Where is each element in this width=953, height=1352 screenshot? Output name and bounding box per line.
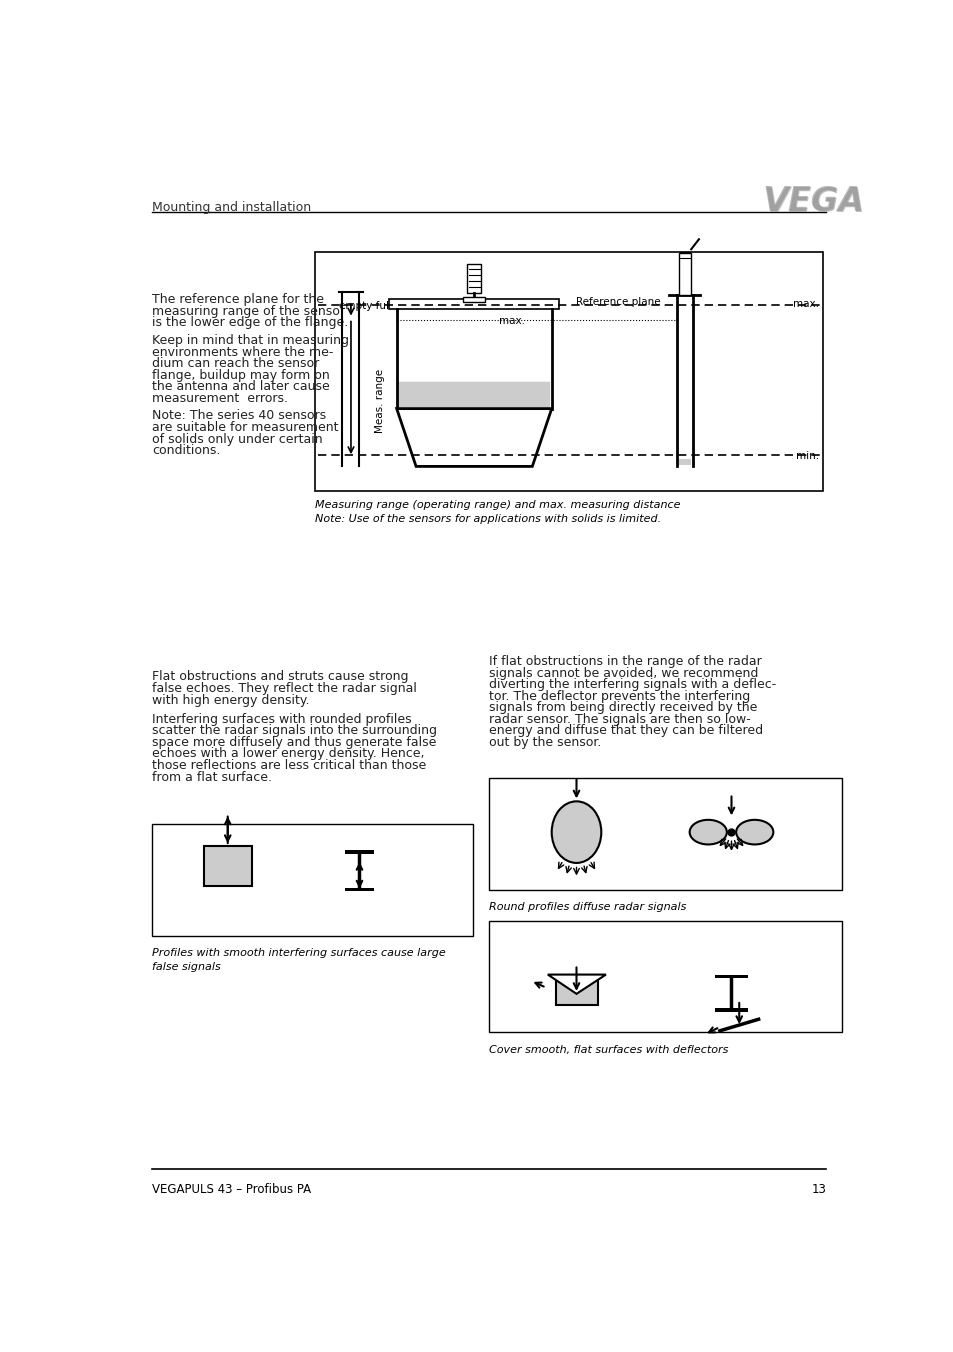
- Text: Measuring range (operating range) and max. measuring distance
Note: Use of the s: Measuring range (operating range) and ma…: [315, 500, 680, 525]
- Bar: [467, 264, 480, 293]
- Text: empty full: empty full: [338, 301, 391, 311]
- Bar: [463, 297, 484, 301]
- Bar: [679, 253, 691, 295]
- Text: is the lower edge of the flange.: is the lower edge of the flange.: [152, 316, 348, 330]
- Bar: [344, 887, 374, 891]
- Text: tor. The deflector prevents the interfering: tor. The deflector prevents the interfer…: [488, 690, 749, 703]
- Polygon shape: [397, 381, 550, 468]
- Text: VEGA: VEGA: [762, 187, 864, 219]
- Polygon shape: [396, 408, 551, 466]
- Text: are suitable for measurement: are suitable for measurement: [152, 420, 338, 434]
- Ellipse shape: [689, 819, 726, 845]
- Text: measuring range of the sensor: measuring range of the sensor: [152, 304, 344, 318]
- Bar: [152, 825, 473, 936]
- Text: Interfering surfaces with rounded profiles: Interfering surfaces with rounded profil…: [152, 713, 411, 726]
- Bar: [344, 850, 374, 853]
- Text: Meas. range: Meas. range: [375, 369, 385, 433]
- Text: Mounting and installation: Mounting and installation: [152, 200, 311, 214]
- Text: The reference plane for the: The reference plane for the: [152, 293, 323, 306]
- Text: Flat obstructions and struts cause strong: Flat obstructions and struts cause stron…: [152, 671, 408, 684]
- Text: the antenna and later cause: the antenna and later cause: [152, 380, 329, 393]
- Text: radar sensor. The signals are then so low-: radar sensor. The signals are then so lo…: [488, 713, 750, 726]
- Bar: [488, 779, 841, 890]
- Bar: [204, 846, 252, 886]
- Text: with high energy density.: with high energy density.: [152, 694, 309, 707]
- Text: measurement  errors.: measurement errors.: [152, 392, 288, 404]
- Text: scatter the radar signals into the surrounding: scatter the radar signals into the surro…: [152, 725, 436, 737]
- Text: If flat obstructions in the range of the radar: If flat obstructions in the range of the…: [488, 654, 760, 668]
- Bar: [488, 921, 841, 1033]
- Text: max.: max.: [498, 316, 524, 326]
- Text: dium can reach the sensor: dium can reach the sensor: [152, 357, 318, 370]
- Text: of solids only under certain: of solids only under certain: [152, 433, 322, 446]
- Text: signals cannot be avoided, we recommend: signals cannot be avoided, we recommend: [488, 667, 758, 680]
- Text: diverting the interfering signals with a deflec-: diverting the interfering signals with a…: [488, 679, 776, 691]
- Text: 13: 13: [810, 1183, 825, 1197]
- Ellipse shape: [736, 819, 773, 845]
- Text: signals from being directly received by the: signals from being directly received by …: [488, 702, 757, 714]
- Text: out by the sensor.: out by the sensor.: [488, 735, 600, 749]
- Text: Profiles with smooth interfering surfaces cause large
false signals: Profiles with smooth interfering surface…: [152, 948, 445, 972]
- Bar: [555, 975, 598, 1006]
- Text: VEGAPULS 43 – Profibus PA: VEGAPULS 43 – Profibus PA: [152, 1183, 311, 1197]
- Text: Cover smooth, flat surfaces with deflectors: Cover smooth, flat surfaces with deflect…: [488, 1045, 727, 1055]
- Text: Round profiles diffuse radar signals: Round profiles diffuse radar signals: [488, 902, 685, 913]
- Text: max.: max.: [792, 299, 819, 308]
- Text: echoes with a lower energy density. Hence,: echoes with a lower energy density. Henc…: [152, 748, 424, 760]
- Text: from a flat surface.: from a flat surface.: [152, 771, 272, 784]
- Ellipse shape: [551, 802, 600, 863]
- Text: space more diffusely and thus generate false: space more diffusely and thus generate f…: [152, 735, 436, 749]
- Bar: [315, 253, 822, 491]
- Bar: [679, 458, 691, 465]
- Bar: [715, 1007, 747, 1011]
- Text: Reference plane: Reference plane: [576, 297, 660, 307]
- Bar: [389, 299, 558, 308]
- Polygon shape: [547, 975, 605, 994]
- Text: flange, buildup may form on: flange, buildup may form on: [152, 369, 329, 381]
- Text: energy and diffuse that they can be filtered: energy and diffuse that they can be filt…: [488, 725, 762, 737]
- Text: Keep in mind that in measuring: Keep in mind that in measuring: [152, 334, 349, 347]
- Text: Note: The series 40 sensors: Note: The series 40 sensors: [152, 410, 326, 422]
- Text: environments where the me-: environments where the me-: [152, 346, 333, 358]
- Text: VEGA: VEGA: [761, 185, 863, 218]
- Text: those reflections are less critical than those: those reflections are less critical than…: [152, 758, 426, 772]
- Text: conditions.: conditions.: [152, 443, 220, 457]
- Bar: [715, 975, 747, 979]
- Text: min.: min.: [795, 452, 819, 461]
- Text: false echoes. They reflect the radar signal: false echoes. They reflect the radar sig…: [152, 681, 416, 695]
